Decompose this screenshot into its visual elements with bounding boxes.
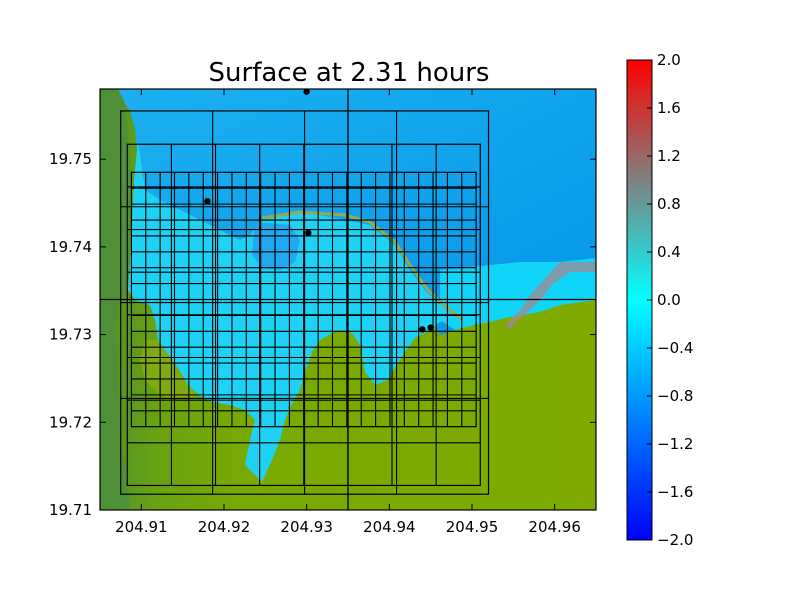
y-tick-label: 19.71 [49, 501, 92, 519]
x-tick-label: 204.91 [115, 518, 168, 536]
x-axis: 204.91 204.92 204.93 204.94 204.95 204.96 [115, 89, 581, 536]
gauge-point-5 [427, 324, 434, 331]
gauge-point-3 [305, 229, 312, 237]
colorbar-tick-label: 1.2 [657, 147, 681, 165]
refinement-grid [100, 89, 596, 510]
colorbar-tick-label: 1.6 [657, 99, 681, 117]
inlet-land [140, 340, 200, 400]
y-tick-label: 19.75 [49, 150, 92, 168]
y-axis: 19.71 19.72 19.73 19.74 19.75 [49, 150, 596, 519]
colorbar-tick-label: −1.6 [657, 483, 693, 501]
colorbar-tick-label: 0.8 [657, 195, 681, 213]
chart-title: Surface at 2.31 hours [209, 58, 490, 88]
y-tick-label: 19.72 [49, 413, 92, 431]
axes-frame [99, 88, 597, 511]
plot-area [100, 89, 596, 510]
reef-strip [261, 210, 463, 322]
bay-region [128, 140, 455, 482]
y-tick-label: 19.73 [49, 326, 92, 344]
colorbar-tick-label: 2.0 [657, 51, 681, 69]
colorbar-tick-label: −0.8 [657, 387, 693, 405]
colorbar-axis: 2.0 1.6 1.2 0.8 0.4 0.0 −0.4 −0.8 −1.2 −1.6 −2.0 [647, 51, 693, 549]
gauge-point-4 [419, 326, 426, 333]
colorbar-tick-label: −1.2 [657, 435, 693, 453]
x-tick-label: 204.92 [198, 518, 251, 536]
x-tick-label: 204.93 [280, 518, 333, 536]
colorbar-tick-label: −2.0 [657, 531, 693, 549]
y-tick-label: 19.74 [49, 238, 92, 256]
colorbar-tick-label: 0.0 [657, 291, 681, 309]
x-tick-label: 204.95 [446, 518, 499, 536]
colorbar-tick-label: 0.4 [657, 243, 681, 261]
bay-deep [252, 222, 300, 270]
wave-front [505, 262, 596, 330]
x-tick-label: 204.94 [363, 518, 416, 536]
colorbar-tick-label: −0.4 [657, 339, 693, 357]
gauge-point-2 [204, 198, 211, 205]
x-tick-label: 204.96 [528, 518, 581, 536]
